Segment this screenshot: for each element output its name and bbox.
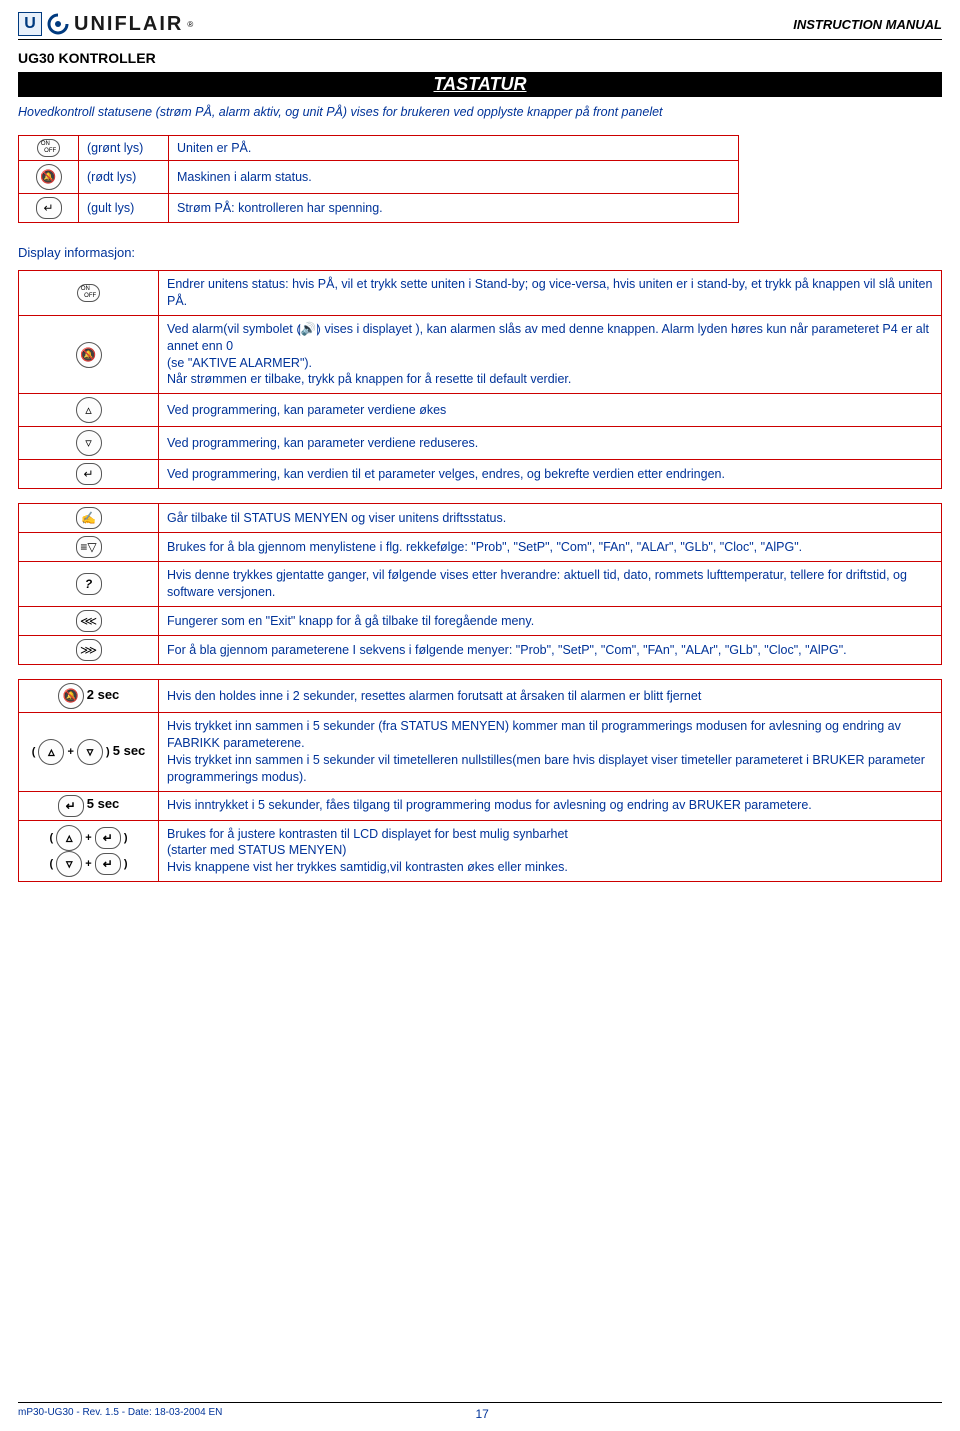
info-row-icon: ( ▵ + ↵ )( ▿ + ↵ )	[19, 820, 159, 882]
info-row: ? Hvis denne trykkes gjentatte ganger, vi…	[19, 562, 942, 607]
info-row-desc: Hvis denne trykkes gjentatte ganger, vil…	[159, 562, 942, 607]
enter-icon: ↵	[36, 197, 62, 219]
logo-mark-u: U	[18, 12, 42, 36]
info-row: ▵ Ved programmering, kan parameter verdie…	[19, 394, 942, 427]
info-row: ( ▵ + ↵ )( ▿ + ↵ )Brukes for å justere k…	[19, 820, 942, 882]
manual-title: INSTRUCTION MANUAL	[793, 17, 942, 32]
alarm-icon: 🔕	[36, 164, 62, 190]
status-row-desc: Strøm PÅ: kontrolleren har spenning.	[169, 194, 739, 223]
info-row-icon: ✍	[19, 504, 159, 533]
section-bar-title: TASTATUR	[18, 72, 942, 97]
info-row: 🔕 Ved alarm(vil symbolet ⟬🔊⟭ vises i disp…	[19, 315, 942, 394]
info-row-desc: Brukes for å justere kontrasten til LCD …	[159, 820, 942, 882]
device-subtitle: UG30 KONTROLLER	[18, 50, 942, 66]
brand-logo: U UNIFLAIR ®	[18, 12, 193, 36]
info-row-icon: ▵	[19, 394, 159, 427]
info-row-desc: Hvis trykket inn sammen i 5 sekunder (fr…	[159, 713, 942, 792]
info-row-desc: Ved alarm(vil symbolet ⟬🔊⟭ vises i displ…	[159, 315, 942, 394]
info-row-desc: Brukes for å bla gjennom menylistene i f…	[159, 533, 942, 562]
info-row-desc: Hvis inntrykket i 5 sekunder, fåes tilga…	[159, 791, 942, 820]
footer-revision: mP30-UG30 - Rev. 1.5 - Date: 18-03-2004 …	[18, 1407, 222, 1421]
info-row: ⋘ Fungerer som en "Exit" knapp for å gå t…	[19, 607, 942, 636]
info-row-desc: Hvis den holdes inne i 2 sekunder, reset…	[159, 680, 942, 713]
enter-icon: ↵	[95, 853, 121, 875]
arrow-down-icon: ▿	[76, 430, 102, 456]
info-row: ⋙ For å bla gjennom parameterene I sekven…	[19, 636, 942, 665]
status-row-icon: 🔕	[19, 161, 79, 194]
alarm-icon: 🔕	[58, 683, 84, 709]
info-row-icon: ≡▽	[19, 533, 159, 562]
status-row-label: (gult lys)	[79, 194, 169, 223]
info-row: ↵ Ved programmering, kan verdien til et p…	[19, 460, 942, 489]
info-row-desc: Ved programmering, kan parameter verdien…	[159, 427, 942, 460]
info-row: ✍ Går tilbake til STATUS MENYEN og viser …	[19, 504, 942, 533]
display-info-heading: Display informasjon:	[18, 245, 942, 260]
info-row: ≡▽ Brukes for å bla gjennom menylistene i…	[19, 533, 942, 562]
info-row: ▿ Ved programmering, kan parameter verdie…	[19, 427, 942, 460]
arrow-down-icon: ▿	[56, 851, 82, 877]
status-row-label: (rødt lys)	[79, 161, 169, 194]
info-table-1: ON OFF Endrer unitens status: hvis PÅ, vi…	[18, 270, 942, 489]
info-table-3: 🔕 2 secHvis den holdes inne i 2 sekunder…	[18, 679, 942, 882]
status-row-desc: Maskinen i alarm status.	[169, 161, 739, 194]
enter-icon: ↵	[95, 827, 121, 849]
info-row: ↵ 5 secHvis inntrykket i 5 sekunder, fåe…	[19, 791, 942, 820]
info-table-2: ✍ Går tilbake til STATUS MENYEN og viser …	[18, 503, 942, 665]
info-row-icon: 🔕	[19, 315, 159, 394]
triple-right-icon: ⋙	[76, 639, 102, 661]
enter-icon: ↵	[58, 795, 84, 817]
info-row-icon: 🔕 2 sec	[19, 680, 159, 713]
arrow-up-icon: ▵	[76, 397, 102, 423]
brand-name: UNIFLAIR	[74, 13, 183, 36]
status-row-label: (grønt lys)	[79, 136, 169, 161]
info-row-icon: ( ▵ + ▿ ) 5 sec	[19, 713, 159, 792]
question-icon: ?	[76, 573, 102, 595]
onoff-icon: ON OFF	[77, 284, 100, 302]
alarm-icon: 🔕	[76, 342, 102, 368]
status-row-desc: Uniten er PÅ.	[169, 136, 739, 161]
arrow-up-icon: ▵	[56, 825, 82, 851]
brand-registered: ®	[187, 20, 193, 29]
page-footer: mP30-UG30 - Rev. 1.5 - Date: 18-03-2004 …	[18, 1402, 942, 1421]
info-row-desc: Endrer unitens status: hvis PÅ, vil et t…	[159, 271, 942, 316]
info-row-desc: Ved programmering, kan verdien til et pa…	[159, 460, 942, 489]
info-row: 🔕 2 secHvis den holdes inne i 2 sekunder…	[19, 680, 942, 713]
info-row-icon: ON OFF	[19, 271, 159, 316]
info-row-icon: ▿	[19, 427, 159, 460]
info-row-icon: ?	[19, 562, 159, 607]
status-row: 🔕 (rødt lys)Maskinen i alarm status.	[19, 161, 739, 194]
info-row-desc: Ved programmering, kan parameter verdien…	[159, 394, 942, 427]
status-table: ON OFF (grønt lys)Uniten er PÅ. 🔕 (rødt lys…	[18, 135, 739, 223]
info-row-desc: For å bla gjennom parameterene I sekvens…	[159, 636, 942, 665]
intro-text: Hovedkontroll statusene (strøm PÅ, alarm…	[18, 105, 942, 119]
info-row-icon: ⋙	[19, 636, 159, 665]
arrow-down-icon: ▿	[77, 739, 103, 765]
arrow-up-icon: ▵	[38, 739, 64, 765]
footer-page-number: 17	[476, 1407, 489, 1421]
info-row-icon: ↵	[19, 460, 159, 489]
status-row-icon: ON OFF	[19, 136, 79, 161]
stack-down-icon: ≡▽	[76, 536, 102, 558]
info-row: ( ▵ + ▿ ) 5 secHvis trykket inn sammen i…	[19, 713, 942, 792]
onoff-icon: ON OFF	[37, 139, 60, 157]
info-row-icon: ⋘	[19, 607, 159, 636]
logo-swirl-icon	[46, 12, 70, 36]
enter-icon: ↵	[76, 463, 102, 485]
info-row: ON OFF Endrer unitens status: hvis PÅ, vi…	[19, 271, 942, 316]
triple-left-icon: ⋘	[76, 610, 102, 632]
status-row: ↵ (gult lys)Strøm PÅ: kontrolleren har sp…	[19, 194, 739, 223]
status-row: ON OFF (grønt lys)Uniten er PÅ.	[19, 136, 739, 161]
status-row-icon: ↵	[19, 194, 79, 223]
hand-icon: ✍	[76, 507, 102, 529]
info-row-icon: ↵ 5 sec	[19, 791, 159, 820]
info-row-desc: Fungerer som en "Exit" knapp for å gå ti…	[159, 607, 942, 636]
header: U UNIFLAIR ® INSTRUCTION MANUAL	[18, 12, 942, 40]
info-row-desc: Går tilbake til STATUS MENYEN og viser u…	[159, 504, 942, 533]
